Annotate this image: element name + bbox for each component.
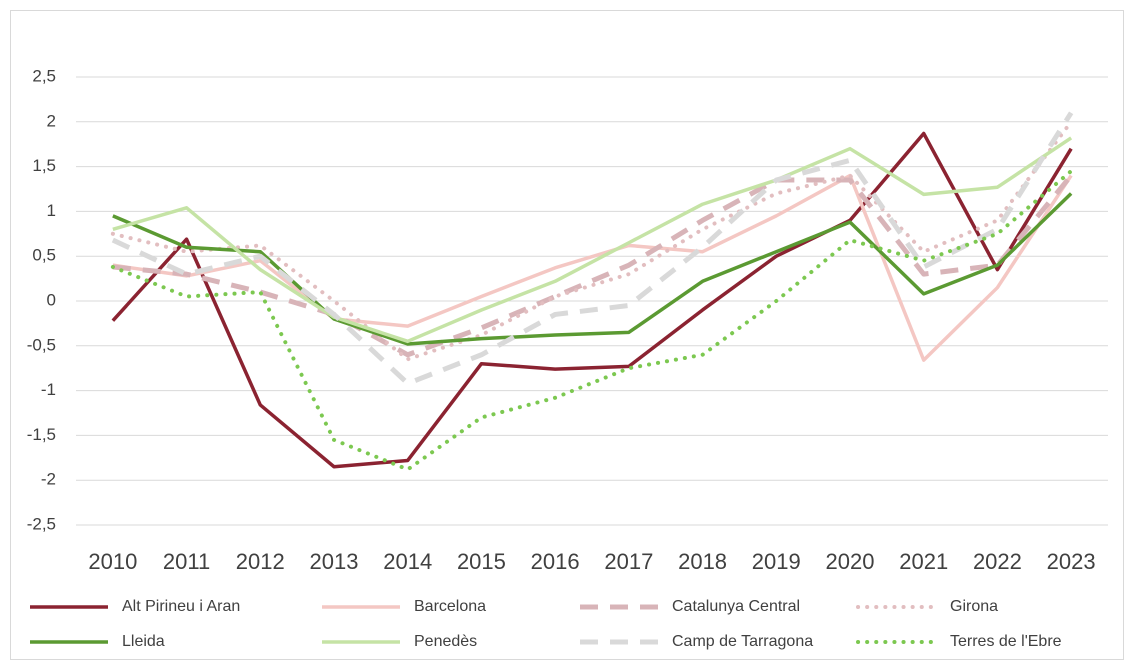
y-tick-label: 0,5 (32, 246, 56, 265)
x-tick-label: 2021 (899, 549, 948, 574)
series-line (112, 136, 1073, 344)
series-line (110, 169, 1074, 472)
series-line (112, 173, 1073, 362)
series-line (111, 111, 1074, 386)
y-tick-label: 1 (47, 201, 56, 220)
x-tick-label: 2014 (383, 549, 432, 574)
x-tick-label: 2011 (163, 549, 210, 574)
x-tick-label: 2010 (88, 549, 137, 574)
legend-label: Penedès (414, 633, 477, 650)
x-tick-label: 2017 (604, 549, 653, 574)
series-line (112, 192, 1073, 346)
series-line (112, 173, 1074, 358)
y-tick-label: -2,5 (27, 514, 56, 533)
x-tick-label: 2020 (826, 549, 875, 574)
y-tick-label: -0,5 (27, 335, 56, 354)
y-tick-label: 2,5 (32, 66, 56, 85)
series-line (110, 119, 1074, 362)
y-tick-label: -1 (41, 380, 56, 399)
y-tick-label: -2 (41, 470, 56, 489)
y-tick-label: 0 (47, 290, 56, 309)
x-tick-label: 2019 (752, 549, 801, 574)
series-line (111, 131, 1073, 469)
x-tick-label: 2012 (236, 549, 285, 574)
x-tick-label: 2016 (531, 549, 580, 574)
x-tick-label: 2015 (457, 549, 506, 574)
legend-label: Camp de Tarragona (672, 633, 813, 650)
y-tick-label: 1,5 (32, 156, 56, 175)
legend-label: Alt Pirineu i Aran (122, 598, 240, 615)
legend-label: Lleida (122, 633, 165, 650)
legend-label: Catalunya Central (672, 598, 800, 615)
x-tick-label: 2013 (310, 549, 359, 574)
x-tick-label: 2023 (1047, 549, 1096, 574)
legend-label: Girona (950, 598, 998, 615)
x-tick-label: 2018 (678, 549, 727, 574)
y-tick-label: -1,5 (27, 425, 56, 444)
legend-label: Terres de l'Ebre (950, 633, 1062, 650)
y-tick-label: 2 (47, 111, 56, 130)
x-tick-label: 2022 (973, 549, 1022, 574)
legend-label: Barcelona (414, 598, 486, 615)
